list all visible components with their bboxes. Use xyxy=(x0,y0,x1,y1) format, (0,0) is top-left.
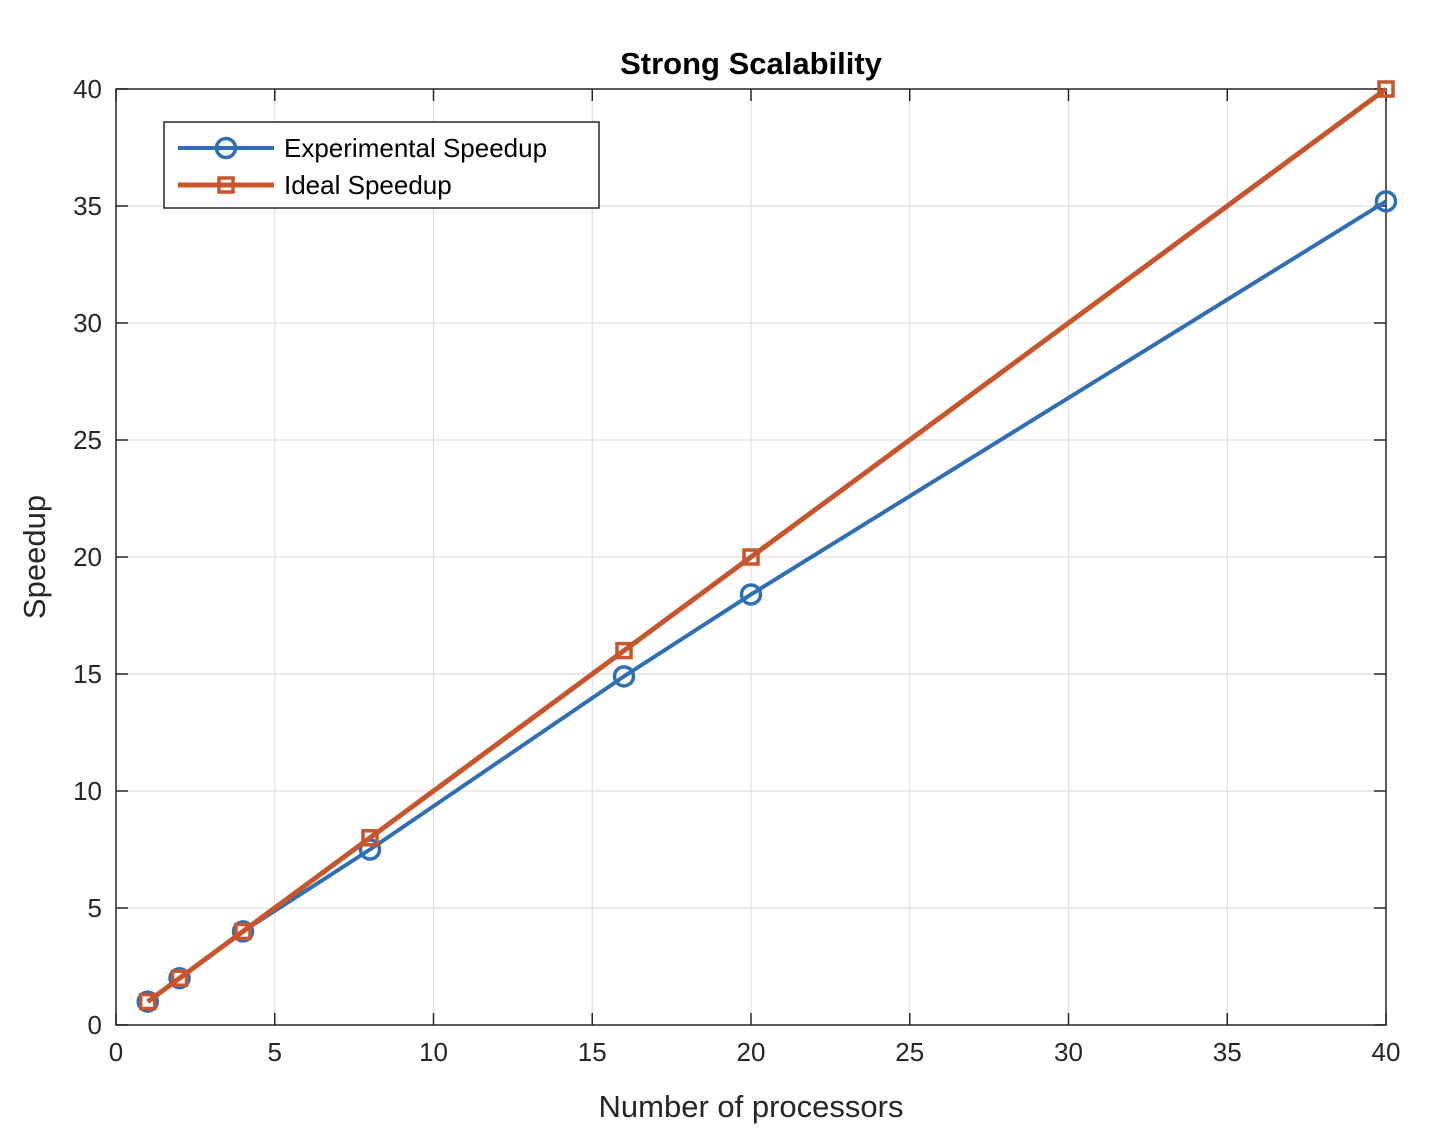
data-point-experimental xyxy=(739,583,763,606)
legend-box xyxy=(163,121,600,209)
data-point-ideal xyxy=(170,969,189,987)
data-point-ideal xyxy=(1377,80,1395,98)
y-tick-label: 20 xyxy=(73,542,102,572)
x-tick-label: 25 xyxy=(895,1037,924,1067)
data-point-ideal xyxy=(742,548,760,566)
legend-label-1: Experimental Speedup xyxy=(284,133,547,163)
x-tick-label: 15 xyxy=(578,1037,607,1067)
x-tick-label: 30 xyxy=(1054,1037,1083,1067)
legend-marker-circle xyxy=(214,136,238,160)
x-tick-label: 35 xyxy=(1213,1037,1242,1067)
y-tick-label: 0 xyxy=(88,1010,102,1040)
y-tick-label: 35 xyxy=(73,191,102,221)
data-point-experimental xyxy=(612,665,636,688)
data-point-experimental xyxy=(168,966,191,990)
data-point-ideal xyxy=(234,922,252,941)
legend-label-2: Ideal Speedup xyxy=(284,170,452,200)
y-tick-label: 5 xyxy=(88,893,102,923)
y-axis-label: Speedup xyxy=(17,495,52,619)
y-tick-label: 25 xyxy=(73,425,102,455)
data-point-experimental xyxy=(136,990,159,1013)
chart-title: Strong Scalability xyxy=(620,46,883,81)
series-line-2 xyxy=(146,86,1388,1004)
x-tick-label: 0 xyxy=(109,1037,123,1067)
data-point-ideal xyxy=(139,992,157,1011)
y-tick-label: 30 xyxy=(73,308,102,338)
legend-marker-square xyxy=(217,176,235,194)
axis-ticks: 0 5 10 15 20 25 30 35 40 0 5 10 15 20 25 30 35 40 xyxy=(73,74,1400,1067)
data-point-experimental xyxy=(231,920,255,943)
series xyxy=(136,80,1398,1013)
y-tick-label: 40 xyxy=(73,74,102,104)
x-tick-label: 20 xyxy=(737,1037,766,1067)
data-point-experimental xyxy=(1374,190,1398,213)
x-tick-label: 10 xyxy=(419,1037,448,1067)
x-tick-label: 40 xyxy=(1372,1037,1401,1067)
y-tick-label: 10 xyxy=(73,776,102,806)
y-tick-label: 15 xyxy=(73,659,102,689)
data-point-ideal xyxy=(615,641,633,660)
x-tick-label: 5 xyxy=(268,1037,282,1067)
x-axis-label: Number of processors xyxy=(599,1089,904,1124)
legend: Experimental Speedup Ideal Speedup xyxy=(163,121,600,209)
data-point-ideal xyxy=(361,829,379,847)
